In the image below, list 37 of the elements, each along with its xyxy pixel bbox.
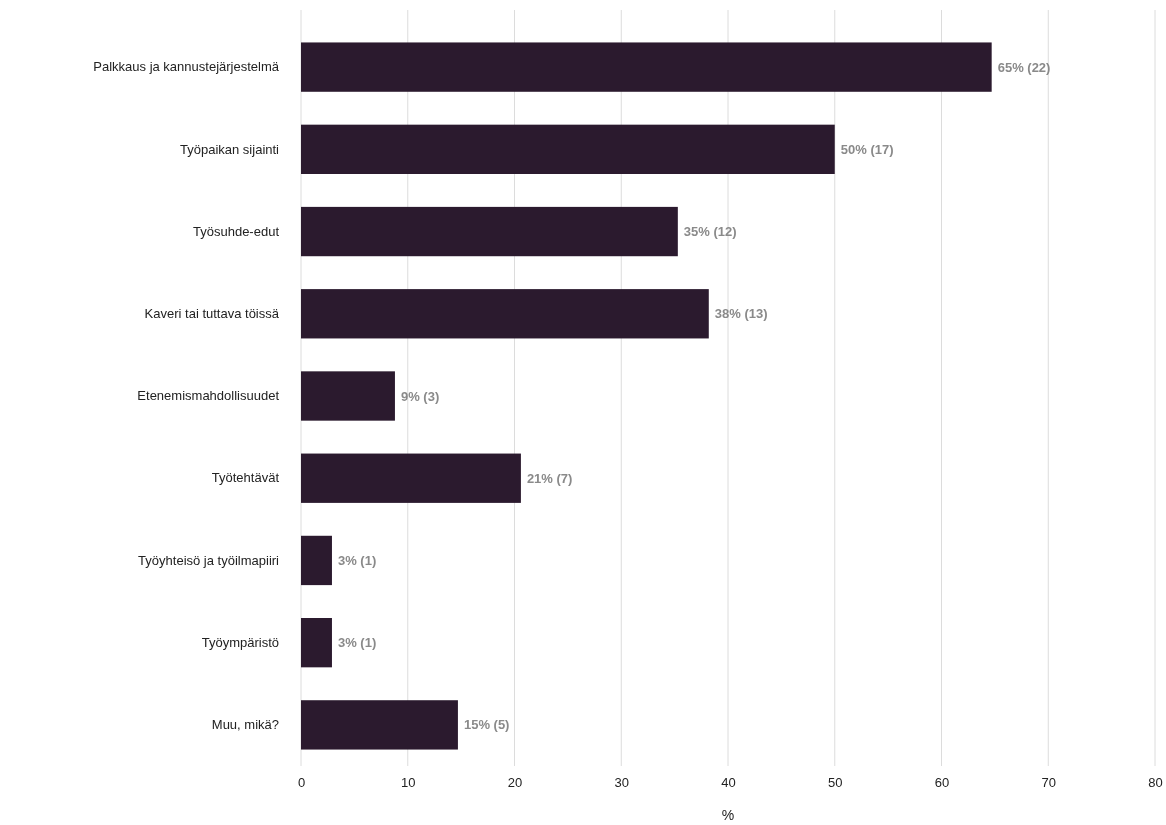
bar xyxy=(301,453,521,503)
y-tick-label: Työpaikan sijainti xyxy=(180,141,280,157)
x-tick-label: 40 xyxy=(721,775,736,791)
y-tick-label: Kaveri tai tuttava töissä xyxy=(144,305,280,321)
bar xyxy=(301,618,332,668)
x-tick-label: 30 xyxy=(614,775,629,791)
data-label: 3% (1) xyxy=(337,635,377,651)
x-tick-label: 70 xyxy=(1041,775,1056,791)
x-axis-title: % xyxy=(721,807,735,823)
data-label: 50% (17) xyxy=(840,141,894,157)
bar xyxy=(301,42,992,92)
data-label: 15% (5) xyxy=(463,717,510,733)
bar xyxy=(301,289,709,339)
x-tick-label: 50 xyxy=(828,775,843,791)
y-tick-label: Työympäristö xyxy=(201,634,279,650)
data-label: 38% (13) xyxy=(714,306,768,322)
bar xyxy=(301,700,458,750)
data-label: 65% (22) xyxy=(997,59,1051,75)
y-tick-label: Työyhteisö ja työilmapiiri xyxy=(138,552,280,568)
y-tick-label: Palkkaus ja kannustejärjestelmä xyxy=(93,59,280,75)
y-tick-label: Työsuhde-edut xyxy=(192,223,280,239)
x-tick-label: 0 xyxy=(297,775,306,791)
bar xyxy=(301,124,835,174)
data-label: 35% (12) xyxy=(683,224,737,240)
x-tick-label: 20 xyxy=(507,775,523,791)
bar xyxy=(301,535,332,586)
bar xyxy=(301,371,395,421)
y-tick-label: Työtehtävät xyxy=(211,470,280,486)
data-label: 9% (3) xyxy=(400,388,440,404)
y-tick-label: Muu, mikä? xyxy=(211,717,279,733)
x-tick-label: 60 xyxy=(934,775,950,791)
y-tick-label: Etenemismahdollisuudet xyxy=(137,388,280,404)
x-tick-label: 10 xyxy=(401,775,416,791)
data-label: 21% (7) xyxy=(526,470,573,486)
data-label: 3% (1) xyxy=(337,552,377,568)
x-tick-label: 80 xyxy=(1148,775,1163,791)
bar xyxy=(301,206,678,257)
